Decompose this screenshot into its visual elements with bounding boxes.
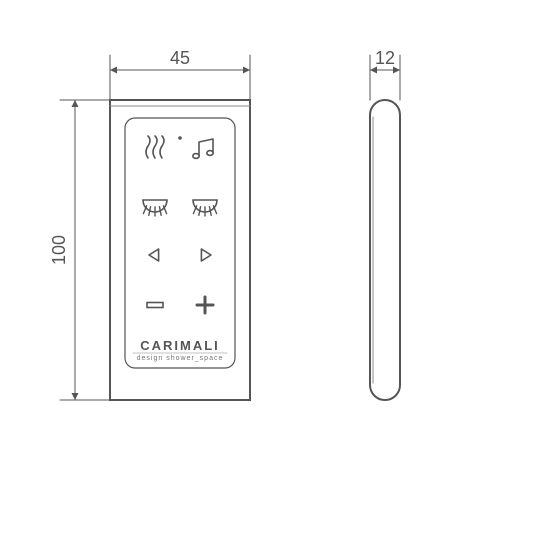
indicator-dot-icon xyxy=(178,136,182,140)
music-icon xyxy=(193,139,213,158)
brand-subtext: design shower_space xyxy=(137,355,224,362)
dim-height: 100 xyxy=(49,100,110,400)
steam-icon xyxy=(146,136,164,158)
minus-icon xyxy=(147,303,163,308)
light-2-icon xyxy=(193,200,217,216)
brand-text: CARIMALI xyxy=(140,338,220,353)
dim-width: 45 xyxy=(110,48,250,100)
dim-depth-value: 12 xyxy=(375,48,395,68)
dim-width-value: 45 xyxy=(170,48,190,68)
side-view xyxy=(370,100,400,400)
plus-icon xyxy=(197,297,213,313)
dim-height-value: 100 xyxy=(49,235,69,265)
front-inner-panel xyxy=(125,118,235,368)
side-profile xyxy=(370,100,400,400)
prev-icon xyxy=(149,249,159,261)
front-view: CARIMALI design shower_space xyxy=(110,100,250,400)
next-icon xyxy=(201,249,211,261)
light-1-icon xyxy=(143,200,167,216)
dim-depth: 12 xyxy=(370,48,400,100)
